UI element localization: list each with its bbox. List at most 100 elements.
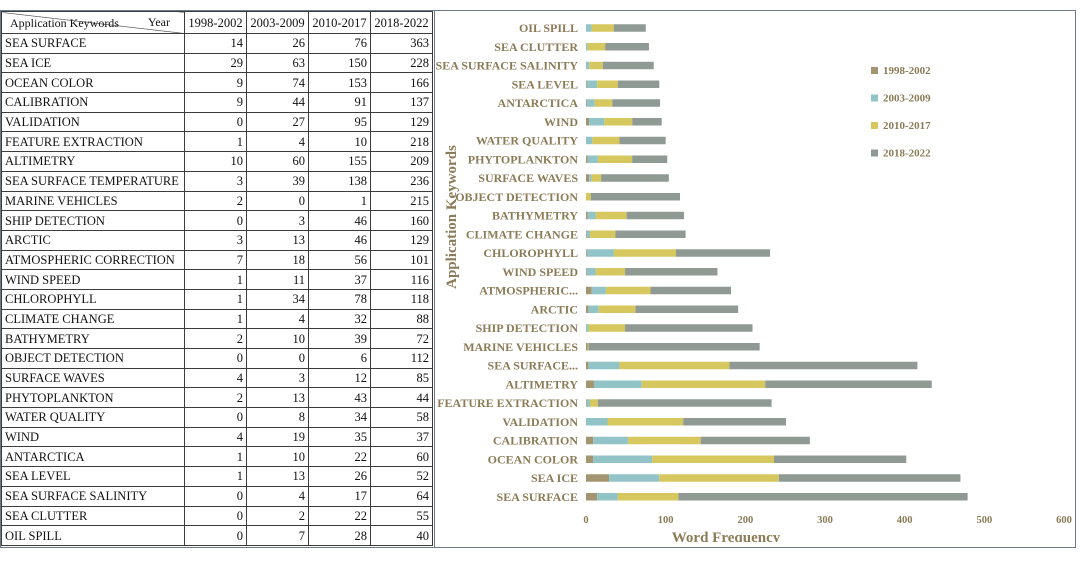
- keyword-cell: ATMOSPHERIC CORRECTION: [1, 249, 185, 271]
- value-cell: 12: [308, 367, 371, 389]
- bar-segment: [605, 286, 651, 295]
- value-cell: 1: [184, 269, 247, 290]
- column-header: 1998-2002: [184, 11, 247, 34]
- table-header-row: Year Application Keywords 1998-2002 2003…: [1, 11, 433, 34]
- value-cell: 3: [246, 210, 309, 231]
- value-cell: 10: [184, 151, 247, 172]
- value-cell: 22: [308, 505, 371, 527]
- keyword-cell: SEA ICE: [1, 52, 185, 74]
- bar-segment: [589, 174, 592, 182]
- table-row: SHIP DETECTION 0 3 46 160: [1, 210, 433, 231]
- value-cell: 160: [370, 210, 433, 231]
- keyword-cell: OCEAN COLOR: [1, 72, 185, 94]
- category-label: FEATURE EXTRACTION: [437, 396, 578, 410]
- table-corner-header: Year Application Keywords: [1, 11, 185, 34]
- bar-segment: [586, 343, 588, 351]
- bar-segment: [586, 286, 592, 295]
- category-label: SEA SURFACE: [497, 490, 578, 504]
- category-label: SEA SURFACE SALINITY: [436, 59, 578, 73]
- bar-segment: [678, 493, 968, 501]
- category-label: OCEAN COLOR: [488, 452, 579, 466]
- bar-segment: [586, 249, 614, 257]
- bar-segment: [602, 61, 654, 70]
- value-cell: 60: [370, 446, 433, 468]
- bar-segment: [659, 474, 779, 482]
- column-header: 2010-2017: [308, 11, 371, 34]
- bar-segment: [586, 436, 594, 445]
- value-cell: 6: [308, 348, 371, 369]
- legend-label: 2003-2009: [883, 93, 931, 105]
- bar-segment: [589, 118, 605, 126]
- value-cell: 35: [308, 426, 371, 448]
- table-row: PHYTOPLANKTON 2 13 43 44: [1, 387, 433, 409]
- bar-segment: [597, 80, 618, 88]
- bar-segment: [595, 211, 627, 220]
- value-cell: 34: [246, 288, 309, 310]
- value-cell: 29: [184, 52, 247, 74]
- keyword-cell: CALIBRATION: [1, 92, 185, 113]
- bar-segment: [619, 361, 730, 370]
- value-cell: 0: [184, 348, 247, 369]
- keyword-cell: PHYTOPLANKTON: [1, 387, 185, 409]
- bar-segment: [591, 174, 602, 182]
- table-row: SEA LEVEL 1 13 26 52: [1, 466, 433, 487]
- legend-label: 2018-2022: [883, 148, 931, 160]
- bar-segment: [604, 118, 633, 126]
- category-label: SHIP DETECTION: [476, 321, 579, 335]
- bar-segment: [625, 268, 718, 276]
- bar-segment: [597, 155, 633, 163]
- value-cell: 44: [246, 92, 309, 113]
- value-cell: 1: [184, 446, 247, 468]
- x-tick-label: 600: [1056, 515, 1072, 526]
- value-cell: 0: [184, 485, 247, 507]
- legend-swatch: [871, 149, 878, 157]
- value-cell: 22: [308, 446, 371, 468]
- legend-swatch: [871, 94, 878, 102]
- value-cell: 46: [308, 229, 371, 251]
- keyword-cell: WIND: [1, 426, 185, 448]
- x-tick-label: 0: [583, 515, 588, 526]
- table-row: SEA SURFACE 14 26 76 363: [1, 33, 433, 54]
- bar-segment: [589, 399, 598, 407]
- bar-segment: [589, 61, 603, 70]
- value-cell: 363: [370, 33, 433, 54]
- value-cell: 43: [308, 387, 371, 409]
- column-header: 2018-2022: [370, 11, 433, 34]
- bar-segment: [589, 230, 616, 238]
- legend-label: 1998-2002: [883, 65, 931, 77]
- keyword-cell: SEA SURFACE SALINITY: [1, 485, 185, 507]
- category-label: CALIBRATION: [493, 434, 578, 448]
- keyword-cell: VALIDATION: [1, 111, 185, 133]
- value-cell: 0: [184, 111, 247, 133]
- x-tick-label: 400: [897, 515, 913, 526]
- bar-segment: [676, 249, 771, 257]
- bar-segment: [598, 305, 636, 313]
- x-tick-label: 500: [976, 515, 992, 526]
- value-cell: 166: [370, 72, 433, 94]
- value-cell: 74: [246, 72, 309, 94]
- category-labels: SEA SURFACE SEA ICE OCEAN COLOR CALIBRATION…: [436, 21, 578, 504]
- table-row: VALIDATION 0 27 95 129: [1, 111, 433, 133]
- value-cell: 60: [246, 151, 309, 172]
- table-row: ANTARCTICA 1 10 22 60: [1, 446, 433, 468]
- legend-swatch: [871, 122, 878, 129]
- bar-segment: [586, 493, 598, 501]
- bar-segment: [586, 230, 587, 238]
- value-cell: 55: [370, 505, 433, 527]
- value-cell: 112: [370, 348, 433, 369]
- value-cell: 3: [246, 367, 309, 389]
- bar-segment: [586, 268, 596, 276]
- value-cell: 9: [184, 92, 247, 113]
- bar-segment: [587, 155, 598, 163]
- category-label: VALIDATION: [502, 415, 578, 429]
- value-cell: 0: [184, 525, 247, 546]
- category-label: SEA CLUTTER: [494, 40, 578, 54]
- value-cell: 52: [370, 466, 433, 487]
- value-cell: 91: [308, 92, 371, 113]
- value-cell: 63: [246, 52, 309, 74]
- table-row: WIND 4 19 35 37: [1, 426, 433, 448]
- corner-keywords-label: Application Keywords: [10, 16, 119, 30]
- value-cell: 1: [308, 190, 371, 212]
- value-cell: 37: [370, 426, 433, 448]
- value-cell: 129: [370, 229, 433, 251]
